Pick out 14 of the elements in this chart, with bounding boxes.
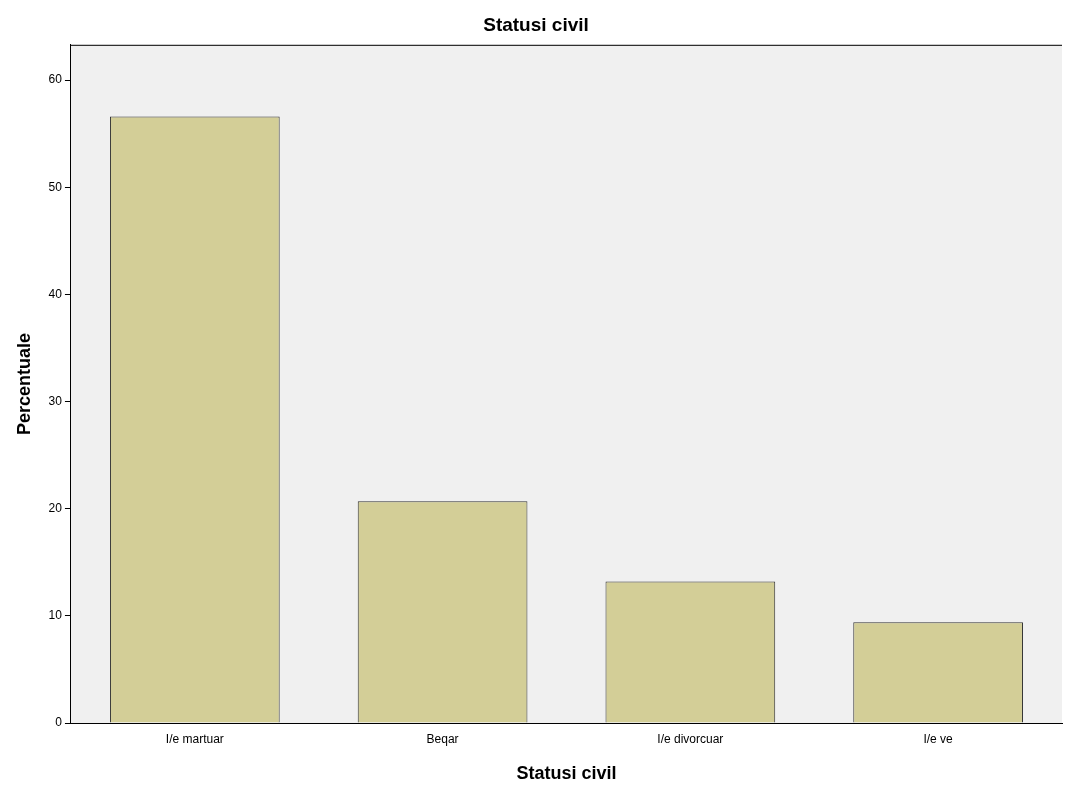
x-axis-title: Statusi civil: [516, 763, 617, 784]
chart-title: Statusi civil: [483, 13, 589, 35]
y-tick-label: 40: [48, 286, 63, 301]
x-tick-label: Beqar: [426, 731, 459, 746]
y-tick-label: 0: [55, 715, 63, 730]
y-tick-label: 60: [48, 72, 63, 87]
y-axis-title: Percentuale: [13, 332, 34, 435]
x-tick-label: I/e divorcuar: [657, 731, 724, 746]
x-tick-label: I/e ve: [923, 731, 954, 746]
x-tick-label: I/e martuar: [165, 731, 224, 746]
y-tick-label: 30: [48, 393, 63, 408]
y-tick-label: 20: [48, 501, 63, 516]
y-tick-label: 50: [48, 179, 63, 194]
y-tick-label: 10: [48, 608, 63, 623]
